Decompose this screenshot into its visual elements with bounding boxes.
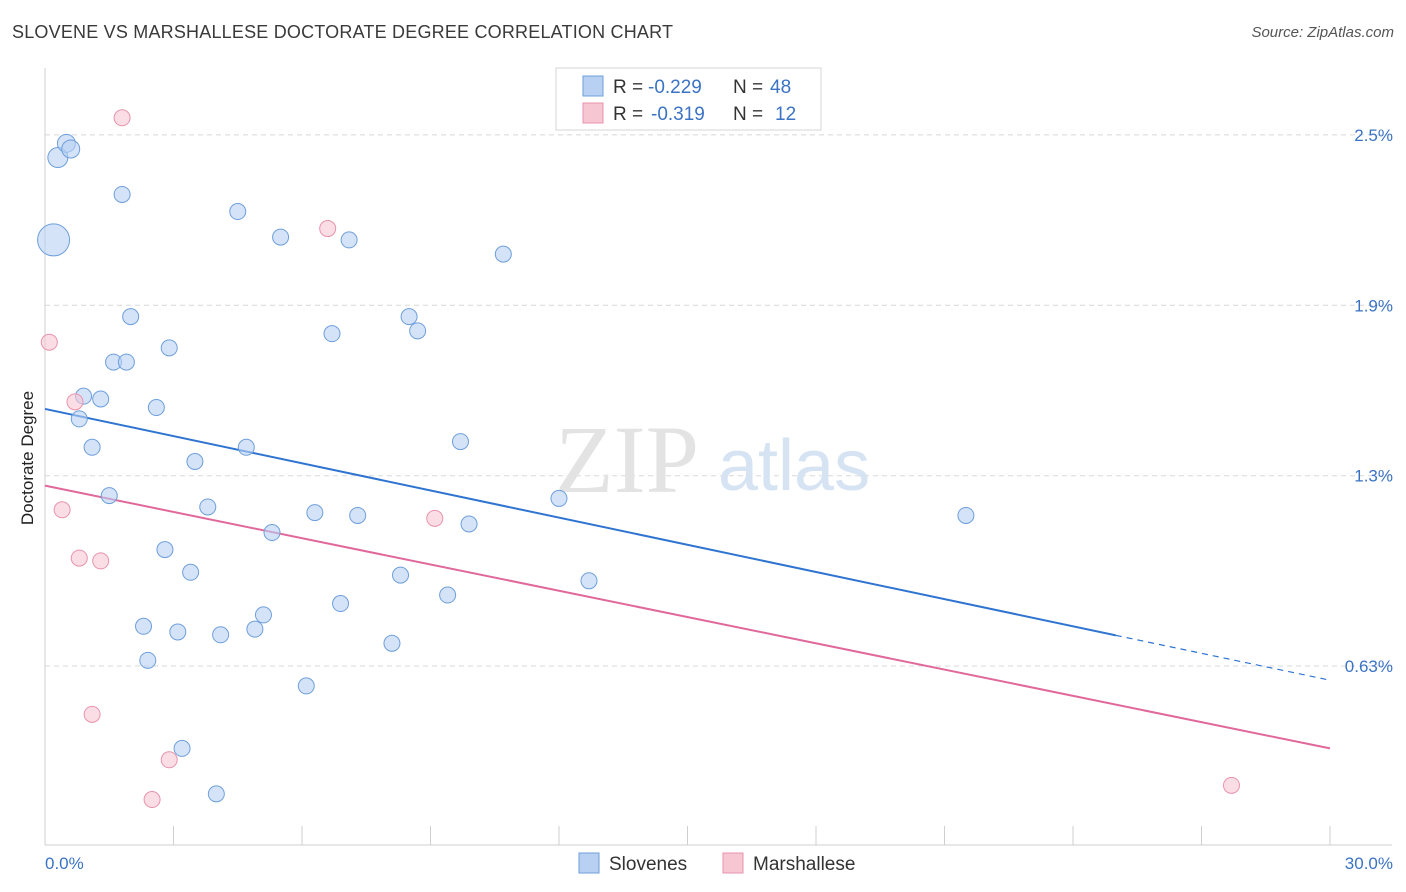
- watermark-zip: ZIP: [555, 406, 699, 513]
- legend-swatch-marshallese: [582, 102, 604, 124]
- point-slovenes-36: [439, 586, 457, 604]
- point-slovenes-38: [254, 606, 272, 624]
- point-slovenes-6: [229, 203, 247, 221]
- point-marshallese-5: [426, 509, 444, 527]
- point-slovenes-10: [160, 339, 178, 357]
- x-tick-labels: 0.0% 30.0%: [45, 854, 1393, 873]
- point-slovenes-14: [400, 308, 418, 326]
- point-slovenes-47: [207, 785, 225, 803]
- legend-r-value-1: -0.229: [648, 77, 702, 98]
- point-slovenes-34: [392, 566, 410, 584]
- y-tick-label-3: 2.5%: [1354, 126, 1393, 145]
- point-marshallese-6: [70, 549, 88, 567]
- point-slovenes-44: [139, 651, 157, 669]
- point-slovenes-40: [169, 623, 187, 641]
- point-slovenes-12: [117, 353, 135, 371]
- y-tick-label-2: 1.9%: [1354, 296, 1393, 315]
- x-tick-label-min: 0.0%: [45, 854, 84, 873]
- axes: [44, 68, 1392, 846]
- point-slovenes-21: [237, 438, 255, 456]
- point-marshallese-9: [160, 751, 178, 769]
- point-slovenes-35: [580, 572, 598, 590]
- trend-lines: [44, 407, 1331, 750]
- y-tick-label-0: 0.63%: [1345, 657, 1393, 676]
- point-marshallese-3: [66, 393, 84, 411]
- point-slovenes-15: [409, 322, 427, 340]
- point-slovenes-13: [323, 325, 341, 343]
- point-slovenes-5: [272, 228, 290, 246]
- point-slovenes-27: [349, 506, 367, 524]
- point-marshallese-4: [53, 501, 71, 519]
- point-slovenes-4: [113, 185, 131, 203]
- point-slovenes-29: [550, 489, 568, 507]
- point-slovenes-32: [156, 541, 174, 559]
- x-tick-label-max: 30.0%: [1345, 854, 1393, 873]
- point-slovenes-39: [135, 617, 153, 635]
- point-slovenes-26: [306, 504, 324, 522]
- trend-line-slovenes-extrapolated: [1115, 634, 1331, 681]
- legend-n-value-2: 12: [775, 104, 796, 125]
- legend-swatch-slovenes: [582, 75, 604, 97]
- legend-r-value-2: -0.319: [651, 104, 705, 125]
- point-marshallese-0: [113, 109, 131, 127]
- point-slovenes-30: [957, 506, 975, 524]
- point-slovenes-18: [147, 399, 165, 417]
- point-marshallese-11: [1222, 776, 1240, 794]
- point-slovenes-37: [332, 595, 350, 613]
- series-label-marshallese: Marshallese: [753, 854, 855, 875]
- point-slovenes-28: [460, 515, 478, 533]
- legend-n-value-1: 48: [770, 77, 791, 98]
- point-slovenes-8: [494, 245, 512, 263]
- point-slovenes-7: [340, 231, 358, 249]
- point-slovenes-24: [100, 487, 118, 505]
- source-label: Source: ZipAtlas.com: [1251, 24, 1394, 41]
- point-marshallese-10: [143, 791, 161, 809]
- series-swatch-slovenes: [578, 852, 600, 874]
- series-legend: Slovenes Marshallese: [578, 852, 855, 875]
- gridlines: [45, 134, 1392, 667]
- y-axis-label: Doctorate Degree: [18, 391, 37, 525]
- data-points: [37, 109, 1240, 809]
- legend-r-label-2: R =: [613, 104, 643, 125]
- point-marshallese-2: [40, 333, 58, 351]
- point-marshallese-8: [83, 705, 101, 723]
- point-slovenes-19: [70, 410, 88, 428]
- point-slovenes-42: [246, 620, 264, 638]
- trend-line-slovenes: [44, 407, 1117, 637]
- point-slovenes-45: [297, 677, 315, 695]
- series-label-slovenes: Slovenes: [609, 854, 687, 875]
- point-slovenes-43: [383, 634, 401, 652]
- legend-r-label-1: R =: [613, 77, 643, 98]
- chart-title: SLOVENE VS MARSHALLESE DOCTORATE DEGREE …: [12, 22, 674, 42]
- point-slovenes-17: [92, 390, 110, 408]
- point-slovenes-31: [263, 524, 281, 542]
- stats-legend: R = -0.229 N = 48 R = -0.319 N = 12: [555, 67, 822, 131]
- y-tick-labels: 0.63% 1.3% 1.9% 2.5%: [1345, 126, 1393, 676]
- point-slovenes-9: [122, 308, 140, 326]
- watermark: ZIP atlas: [555, 406, 870, 513]
- point-slovenes-33: [182, 563, 200, 581]
- legend-n-label-1: N =: [733, 77, 763, 98]
- point-slovenes-41: [212, 626, 230, 644]
- point-slovenes-20: [83, 438, 101, 456]
- y-tick-label-1: 1.3%: [1354, 467, 1393, 486]
- point-slovenes-25: [199, 498, 217, 516]
- point-slovenes-0: [37, 223, 71, 257]
- point-slovenes-23: [451, 433, 469, 451]
- series-swatch-marshallese: [722, 852, 744, 874]
- point-slovenes-22: [186, 453, 204, 470]
- point-slovenes-46: [173, 739, 191, 757]
- watermark-atlas: atlas: [718, 426, 870, 506]
- point-marshallese-7: [92, 552, 110, 570]
- trend-line-marshallese: [44, 484, 1331, 750]
- point-slovenes-3: [61, 139, 81, 159]
- legend-n-label-2: N =: [733, 104, 763, 125]
- point-marshallese-1: [319, 220, 337, 238]
